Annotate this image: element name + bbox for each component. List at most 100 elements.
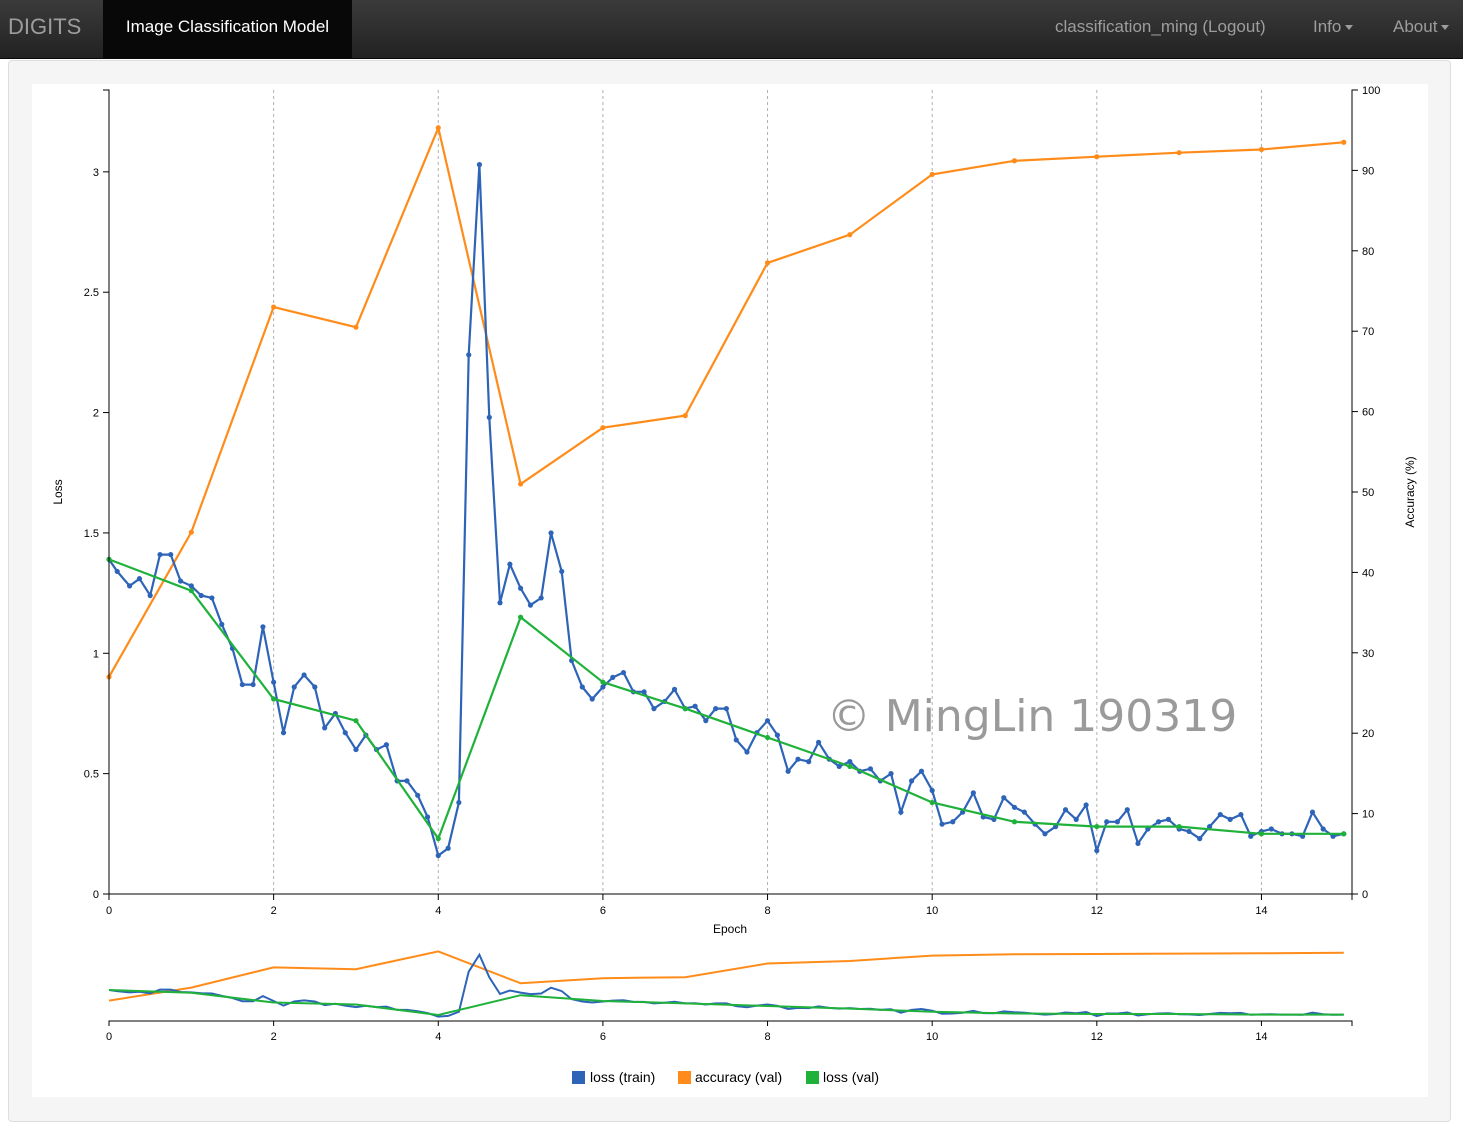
data-point-loss-train: [795, 756, 801, 762]
data-point-loss-train: [1206, 823, 1213, 830]
x-tick-label: 10: [926, 905, 938, 917]
data-point-loss-train: [271, 679, 277, 685]
main-plot-lines: [106, 124, 1347, 859]
data-point-loss-train: [1330, 833, 1336, 839]
context-x-tick-label: 14: [1255, 1031, 1267, 1043]
data-point-loss-val: [1094, 823, 1100, 830]
data-point-loss-train: [1320, 826, 1326, 832]
context-line-accuracy-val: [108, 950, 1344, 1002]
y-axis-label-left: Loss: [51, 479, 65, 504]
y-axis-label-right: Accuracy (%): [1403, 456, 1417, 527]
data-point-loss-train: [486, 414, 492, 420]
context-x-tick-label: 0: [106, 1031, 112, 1043]
data-point-accuracy-val: [682, 413, 688, 419]
data-point-accuracy-val: [1094, 154, 1100, 160]
context-line-loss-val: [108, 989, 1344, 1017]
grid-lines: [273, 90, 1262, 894]
y-tick-label-right: 80: [1362, 246, 1374, 258]
y-tick-label-right: 10: [1362, 809, 1374, 821]
about-menu[interactable]: About: [1393, 0, 1450, 58]
x-tick-label: 8: [764, 905, 770, 917]
data-point-loss-train: [1186, 828, 1192, 835]
series-line-loss-val: [108, 558, 1344, 841]
brand-logo[interactable]: DIGITS: [8, 14, 82, 39]
data-point-loss-train: [404, 778, 410, 784]
info-menu-label: Info: [1313, 17, 1342, 36]
x-tick-label: 12: [1091, 905, 1103, 917]
data-point-loss-train: [136, 576, 143, 582]
data-point-loss-train: [692, 703, 698, 709]
context-x-tick-label: 8: [764, 1031, 770, 1043]
data-point-accuracy-val: [1258, 146, 1265, 153]
info-menu[interactable]: Info: [1313, 0, 1354, 58]
data-point-loss-train: [836, 763, 842, 770]
data-point-loss-train: [456, 799, 462, 806]
x-tick-label: 4: [435, 905, 441, 917]
data-point-loss-train: [806, 759, 812, 765]
data-point-loss-train: [950, 819, 956, 825]
data-point-loss-train: [1073, 816, 1079, 822]
legend-swatch-loss-train: [572, 1071, 585, 1084]
x-tick-label: 6: [600, 905, 606, 917]
data-point-loss-val: [1258, 831, 1265, 837]
data-point-loss-train: [291, 684, 297, 690]
context-overview-chart[interactable]: 0 2 4 6 8 10 12 14: [106, 950, 1353, 1043]
data-point-loss-train: [322, 725, 328, 731]
data-point-loss-train: [713, 706, 719, 712]
data-point-loss-train: [620, 669, 627, 676]
data-point-loss-train: [538, 595, 544, 601]
data-point-loss-train: [548, 530, 554, 536]
data-point-accuracy-val: [435, 125, 441, 131]
legend: loss (train) accuracy (val) loss (val): [572, 1069, 879, 1085]
data-point-loss-train: [785, 768, 791, 774]
data-point-loss-train: [1165, 816, 1172, 822]
data-point-loss-train: [342, 730, 348, 736]
y-tick-label-right: 30: [1362, 648, 1374, 660]
data-point-loss-train: [867, 766, 874, 772]
context-line-loss-train: [108, 952, 1344, 1018]
context-x-tick-label: 6: [600, 1031, 606, 1043]
data-point-loss-train: [1104, 819, 1110, 825]
data-point-loss-train: [888, 771, 894, 777]
x-axis-label: Epoch: [713, 922, 747, 936]
data-point-loss-train: [147, 592, 153, 599]
data-point-loss-train: [1248, 833, 1254, 839]
data-point-loss-train: [600, 684, 606, 690]
data-point-loss-train: [641, 689, 647, 695]
data-point-loss-train: [589, 696, 595, 702]
data-point-loss-train: [1001, 795, 1007, 801]
chevron-down-icon: [1345, 25, 1354, 31]
legend-swatch-accuracy-val: [678, 1071, 691, 1084]
data-point-loss-train: [723, 706, 729, 712]
data-point-loss-train: [744, 749, 750, 755]
data-point-loss-train: [579, 684, 585, 690]
data-point-loss-train: [559, 568, 565, 575]
legend-swatch-loss-val: [806, 1071, 819, 1084]
data-point-loss-train: [114, 568, 120, 575]
data-point-loss-train: [476, 162, 483, 168]
data-point-loss-train: [527, 602, 534, 608]
data-point-loss-train: [497, 600, 503, 606]
x-tick-label: 0: [106, 905, 112, 917]
data-point-loss-train: [1197, 836, 1203, 842]
data-point-loss-train: [703, 718, 709, 724]
data-point-loss-train: [1309, 809, 1316, 815]
nav-tab-active[interactable]: Image Classification Model: [103, 0, 352, 58]
data-point-loss-train: [1145, 826, 1151, 832]
y-tick-label-right: 50: [1362, 487, 1374, 499]
user-logout-link[interactable]: classification_ming (Logout): [1055, 17, 1266, 36]
data-point-loss-train: [178, 578, 184, 584]
data-point-loss-train: [1300, 833, 1306, 839]
data-point-loss-train: [209, 595, 215, 601]
x-tick-label: 2: [271, 905, 277, 917]
data-point-loss-train: [1268, 826, 1274, 832]
data-point-loss-train: [774, 732, 781, 738]
y-tick-label-left: 2: [93, 408, 99, 420]
data-point-loss-train: [1155, 819, 1162, 825]
about-menu-label: About: [1393, 17, 1438, 36]
y-tick-label-left: 0: [93, 889, 99, 901]
legend-label-loss-val: loss (val): [823, 1069, 879, 1085]
data-point-loss-train: [424, 814, 431, 820]
